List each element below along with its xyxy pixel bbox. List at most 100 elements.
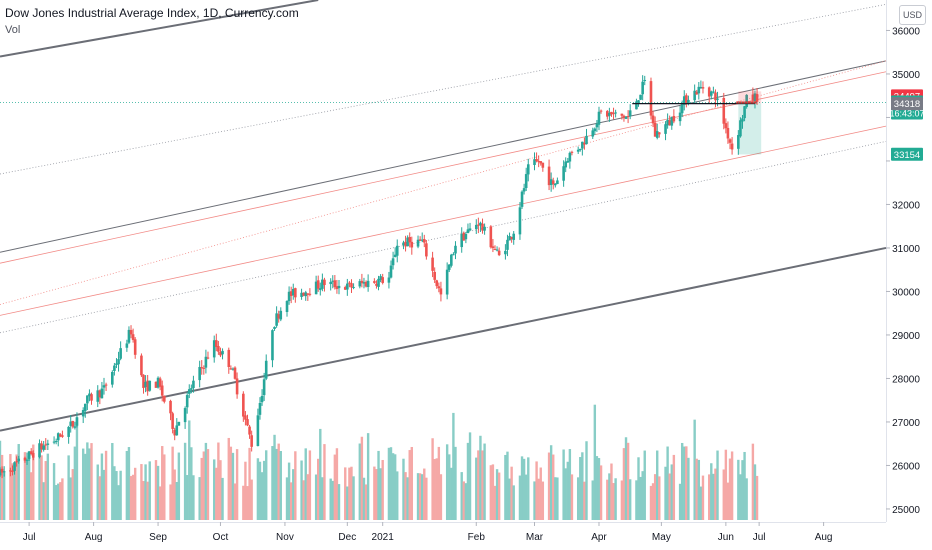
- candle-body: [88, 393, 91, 397]
- volume-bar: [292, 469, 295, 520]
- candle-body: [699, 86, 703, 88]
- candle-body: [2, 471, 6, 473]
- volume-bar: [533, 481, 536, 520]
- volume-bar: [302, 480, 305, 520]
- candle-body: [46, 443, 50, 445]
- candle-body: [273, 326, 276, 329]
- candle-body: [583, 142, 586, 145]
- volume-bar: [25, 460, 29, 520]
- volume-bar: [445, 444, 449, 520]
- volume-bar: [576, 477, 580, 520]
- candle-body: [13, 462, 16, 471]
- candle-body: [551, 180, 555, 185]
- candle-body: [533, 159, 536, 165]
- candle-body: [335, 286, 339, 289]
- volume-bar: [27, 456, 31, 520]
- x-tick-label: Jul: [23, 532, 36, 543]
- volume-bar: [17, 444, 20, 520]
- y-tick-label: 35000: [892, 70, 920, 81]
- volume-bar: [506, 451, 509, 520]
- candle-body: [406, 237, 409, 247]
- volume-bar: [622, 448, 626, 520]
- candle-body: [242, 393, 245, 417]
- candle-body: [308, 293, 312, 295]
- candle-body: [701, 87, 705, 89]
- candle-body: [610, 111, 613, 115]
- candle-body: [227, 349, 231, 368]
- volume-bar: [454, 446, 457, 520]
- volume-bar: [597, 458, 601, 520]
- volume-bar: [44, 461, 47, 520]
- candle-body: [11, 470, 14, 472]
- candle-body: [518, 207, 522, 235]
- volume-bar: [535, 461, 538, 520]
- volume-bar: [148, 461, 151, 520]
- volume-bar: [144, 464, 147, 520]
- candle-body: [9, 470, 12, 472]
- volume-bar: [366, 433, 370, 520]
- volume-bar: [510, 466, 513, 520]
- candle-body: [481, 223, 484, 231]
- candle-body: [173, 429, 177, 436]
- candle-body: [54, 441, 58, 443]
- candle-body: [260, 395, 264, 403]
- candle-body: [302, 292, 305, 296]
- candle-body: [177, 421, 181, 426]
- candle-body: [620, 113, 624, 116]
- candle-body: [447, 264, 451, 270]
- candle-body: [221, 350, 224, 355]
- volume-bar: [52, 463, 56, 520]
- volume-bar: [188, 420, 191, 520]
- candle-body: [537, 161, 540, 163]
- candle-body: [395, 245, 399, 256]
- price-badge-value: 34318: [894, 99, 920, 110]
- volume-bar: [608, 473, 611, 520]
- volume-bar: [185, 475, 189, 520]
- candle-body: [585, 135, 588, 145]
- candle-body: [466, 229, 470, 234]
- candle-body: [612, 113, 615, 115]
- candle-body: [637, 100, 640, 103]
- candle-body: [59, 434, 62, 437]
- volume-bar: [221, 477, 224, 520]
- candle-body: [175, 425, 179, 436]
- volume-bar: [387, 447, 391, 520]
- candle-body: [495, 249, 499, 251]
- volume-bar: [227, 437, 230, 520]
- volume-bar: [626, 442, 630, 520]
- volume-bar: [235, 449, 239, 520]
- candle-body: [597, 111, 601, 125]
- candle-body: [522, 188, 526, 192]
- candle-body: [562, 166, 565, 181]
- candle-body: [133, 339, 137, 355]
- volume-bar: [539, 467, 542, 520]
- candle-body: [664, 124, 667, 134]
- candle-body: [206, 357, 210, 359]
- volume-bar: [346, 486, 349, 520]
- volume-bar: [373, 466, 376, 520]
- volume-bar: [716, 450, 719, 520]
- candle-body: [477, 224, 480, 226]
- volume-bar: [570, 474, 574, 520]
- candle-body: [402, 242, 405, 246]
- volume-bar: [635, 480, 638, 520]
- volume-bar: [133, 467, 137, 520]
- volume-bar: [323, 444, 326, 520]
- candle-body: [539, 161, 543, 164]
- volume-bar: [493, 485, 497, 520]
- candle-body: [695, 91, 699, 95]
- candle-body: [67, 426, 70, 437]
- currency-button[interactable]: USD: [899, 5, 926, 25]
- volume-bar: [393, 454, 397, 520]
- candle-body: [375, 283, 378, 286]
- y-tick-label: 32000: [892, 200, 920, 211]
- volume-bar: [697, 459, 701, 520]
- volume-bar: [599, 465, 603, 520]
- volume-bar: [348, 467, 351, 520]
- volume-bar: [448, 454, 451, 520]
- volume-bar: [693, 419, 696, 520]
- volume-bar: [489, 465, 493, 520]
- volume-bar: [695, 458, 698, 520]
- candle-body: [526, 164, 530, 175]
